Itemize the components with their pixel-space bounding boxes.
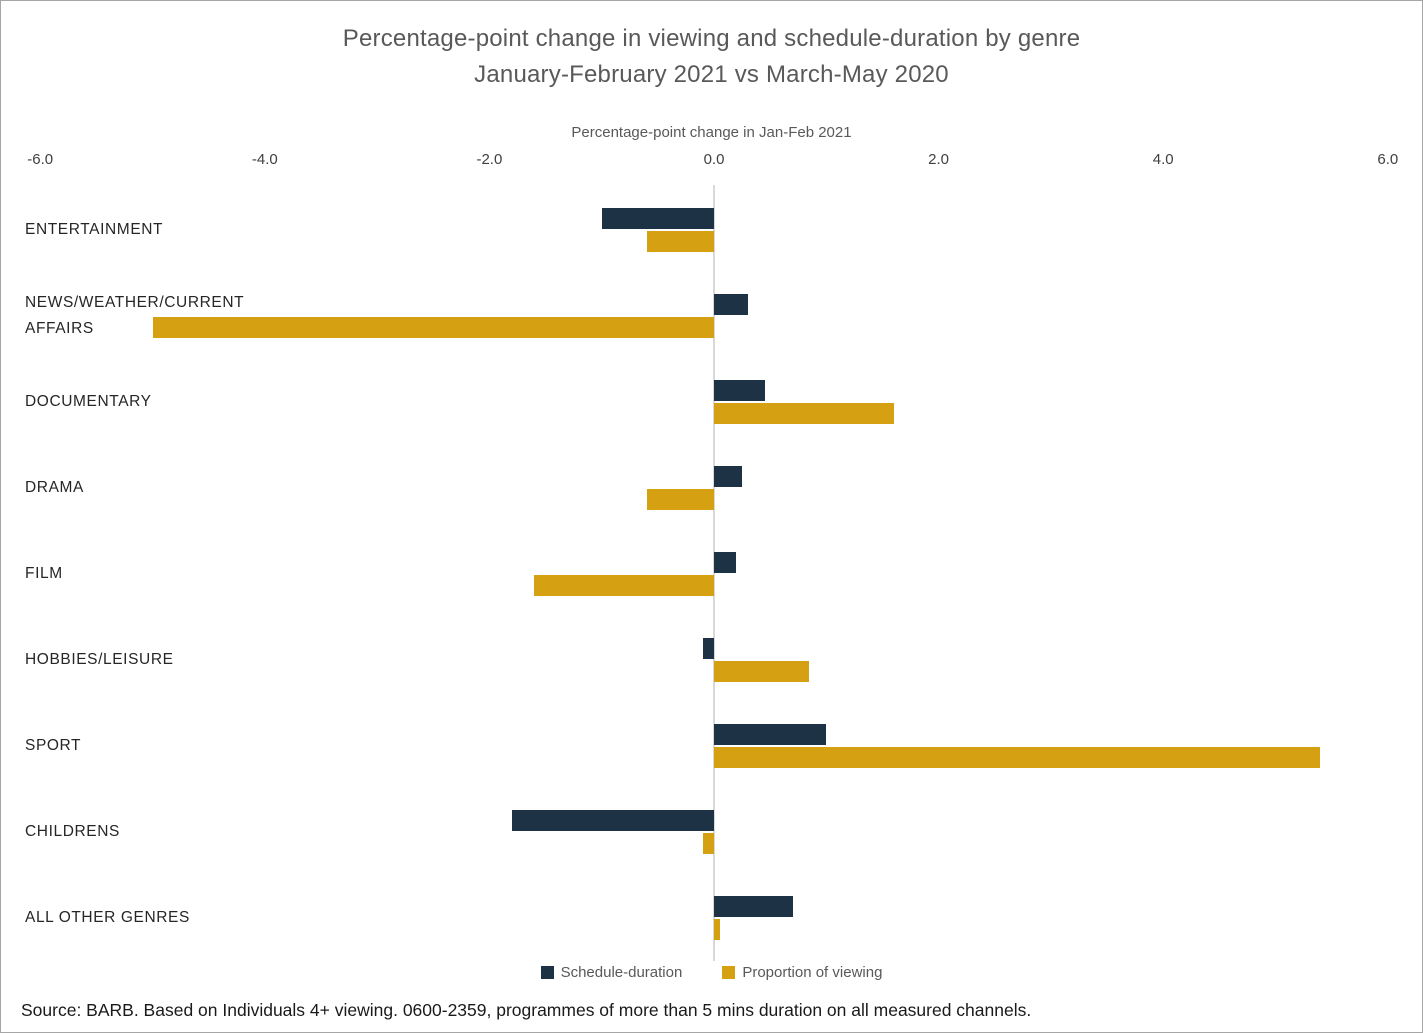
- bar-schedule-duration: [714, 466, 743, 487]
- legend-swatch-schedule-duration: [540, 966, 554, 979]
- category-label-entertainment: ENTERTAINMENT: [25, 220, 164, 238]
- category-label-news-weather-current-affairs: NEWS/WEATHER/CURRENT AFFAIRS: [25, 293, 244, 337]
- legend-label-proportion-of-viewing: Proportion of viewing: [742, 964, 883, 981]
- x-tick-label--2.0: -2.0: [476, 151, 503, 168]
- x-axis-label: Percentage-point change in Jan-Feb 2021: [571, 124, 852, 141]
- chart-title: Percentage-point change in viewing and s…: [1, 21, 1422, 93]
- category-label-sport: SPORT: [25, 736, 82, 754]
- x-tick-label--4.0: -4.0: [251, 151, 278, 168]
- category-label-documentary: DOCUMENTARY: [25, 392, 152, 410]
- bar-proportion-of-viewing: [646, 489, 714, 510]
- category-label-hobbies-leisure: HOBBIES/LEISURE: [25, 650, 174, 668]
- bar-proportion-of-viewing: [714, 661, 810, 682]
- bar-proportion-of-viewing: [152, 317, 714, 338]
- x-tick-label-2.0: 2.0: [928, 151, 950, 168]
- bar-proportion-of-viewing: [714, 403, 894, 424]
- legend-label-schedule-duration: Schedule-duration: [560, 964, 683, 981]
- bar-proportion-of-viewing: [714, 919, 720, 940]
- bar-schedule-duration: [714, 294, 748, 315]
- chart-title-line1: Percentage-point change in viewing and s…: [342, 25, 1081, 52]
- zero-gridline: [713, 185, 715, 961]
- legend-item-proportion-of-viewing: Proportion of viewing: [722, 964, 882, 981]
- category-label-childrens: CHILDRENS: [25, 822, 120, 840]
- source-note: Source: BARB. Based on Individuals 4+ vi…: [21, 1000, 1032, 1020]
- bar-schedule-duration: [714, 380, 765, 401]
- category-label-film: FILM: [25, 564, 63, 582]
- chart-title-line2: January-February 2021 vs March-May 2020: [474, 61, 949, 88]
- bar-schedule-duration: [511, 810, 714, 831]
- bar-schedule-duration: [601, 208, 714, 229]
- bar-schedule-duration: [714, 896, 793, 917]
- x-tick-label--6.0: -6.0: [27, 151, 54, 168]
- legend: Schedule-duration Proportion of viewing: [1, 964, 1422, 981]
- legend-swatch-proportion-of-viewing: [722, 966, 736, 979]
- bar-proportion-of-viewing: [702, 833, 714, 854]
- category-label-drama: DRAMA: [25, 478, 84, 496]
- x-tick-label-0.0: 0.0: [703, 151, 725, 168]
- x-tick-label-4.0: 4.0: [1152, 151, 1174, 168]
- bar-schedule-duration: [702, 638, 714, 659]
- bar-schedule-duration: [714, 724, 827, 745]
- bar-proportion-of-viewing: [534, 575, 714, 596]
- bar-schedule-duration: [714, 552, 737, 573]
- bar-proportion-of-viewing: [714, 747, 1321, 768]
- x-tick-label-6.0: 6.0: [1377, 151, 1399, 168]
- bar-proportion-of-viewing: [646, 231, 714, 252]
- legend-item-schedule-duration: Schedule-duration: [540, 964, 683, 981]
- category-label-all-other-genres: ALL OTHER GENRES: [25, 908, 190, 926]
